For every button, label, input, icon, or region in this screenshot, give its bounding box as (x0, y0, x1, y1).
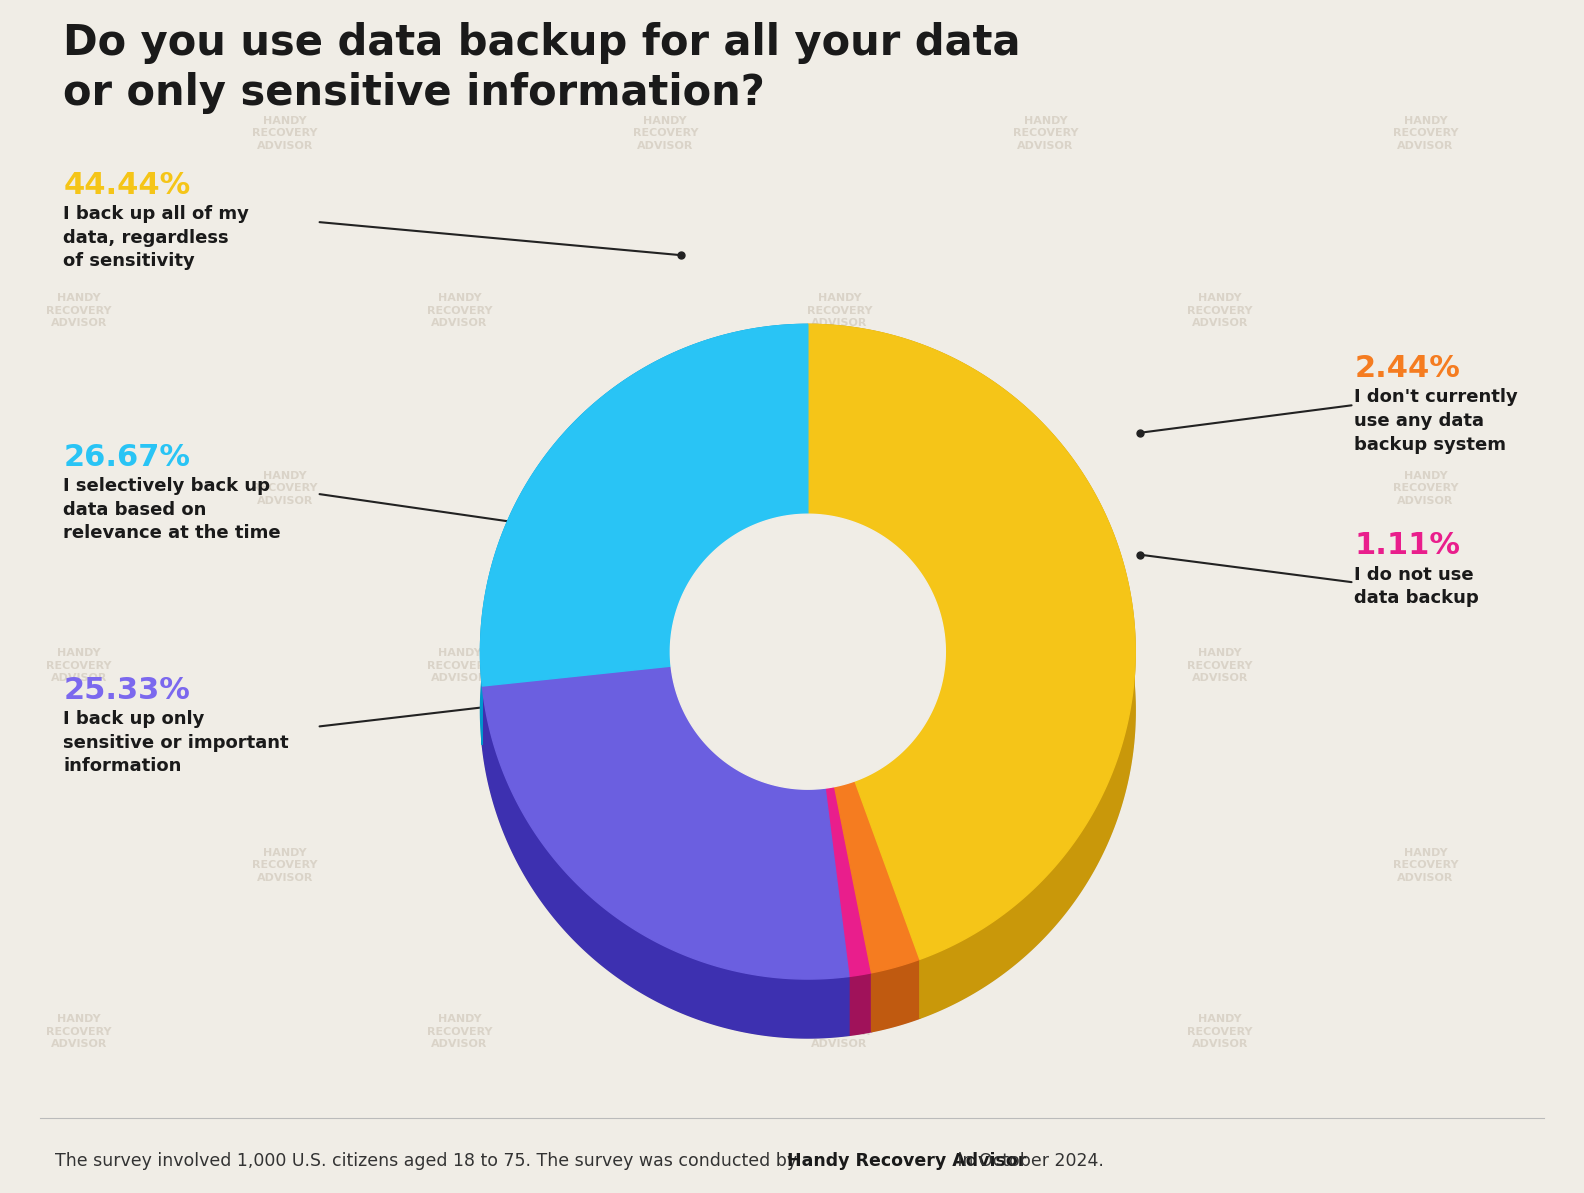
Polygon shape (835, 781, 920, 972)
Text: HANDY
RECOVERY
ADVISOR: HANDY RECOVERY ADVISOR (426, 1014, 493, 1049)
Text: HANDY
RECOVERY
ADVISOR: HANDY RECOVERY ADVISOR (252, 116, 318, 150)
Polygon shape (480, 324, 808, 686)
Text: 44.44%: 44.44% (63, 171, 190, 199)
Text: HANDY
RECOVERY
ADVISOR: HANDY RECOVERY ADVISOR (1012, 116, 1079, 150)
Text: in October 2024.: in October 2024. (952, 1152, 1104, 1170)
Polygon shape (670, 573, 946, 848)
Text: 2.44%: 2.44% (1354, 354, 1460, 383)
Text: HANDY
RECOVERY
ADVISOR: HANDY RECOVERY ADVISOR (632, 116, 699, 150)
Text: HANDY
RECOVERY
ADVISOR: HANDY RECOVERY ADVISOR (426, 293, 493, 328)
Text: 26.67%: 26.67% (63, 443, 190, 471)
Polygon shape (480, 383, 1136, 1038)
Polygon shape (825, 786, 871, 977)
Text: HANDY
RECOVERY
ADVISOR: HANDY RECOVERY ADVISOR (806, 1014, 873, 1049)
Text: I don't currently
use any data
backup system: I don't currently use any data backup sy… (1354, 389, 1517, 453)
Text: I do not use
data backup: I do not use data backup (1354, 565, 1479, 607)
Polygon shape (670, 573, 946, 848)
Polygon shape (808, 324, 1136, 1019)
Polygon shape (480, 324, 808, 744)
Text: HANDY
RECOVERY
ADVISOR: HANDY RECOVERY ADVISOR (1186, 648, 1253, 684)
Text: HANDY
RECOVERY
ADVISOR: HANDY RECOVERY ADVISOR (632, 848, 699, 883)
Text: HANDY
RECOVERY
ADVISOR: HANDY RECOVERY ADVISOR (1392, 471, 1459, 506)
Polygon shape (482, 666, 849, 979)
Text: HANDY
RECOVERY
ADVISOR: HANDY RECOVERY ADVISOR (806, 648, 873, 684)
Text: HANDY
RECOVERY
ADVISOR: HANDY RECOVERY ADVISOR (1392, 116, 1459, 150)
Text: HANDY
RECOVERY
ADVISOR: HANDY RECOVERY ADVISOR (806, 293, 873, 328)
Text: I selectively back up
data based on
relevance at the time: I selectively back up data based on rele… (63, 477, 280, 543)
Text: I back up only
sensitive or important
information: I back up only sensitive or important in… (63, 710, 288, 775)
Text: 25.33%: 25.33% (63, 675, 190, 705)
Polygon shape (871, 959, 920, 1032)
Text: HANDY
RECOVERY
ADVISOR: HANDY RECOVERY ADVISOR (46, 293, 112, 328)
Text: HANDY
RECOVERY
ADVISOR: HANDY RECOVERY ADVISOR (632, 471, 699, 506)
Text: HANDY
RECOVERY
ADVISOR: HANDY RECOVERY ADVISOR (1392, 848, 1459, 883)
Text: HANDY
RECOVERY
ADVISOR: HANDY RECOVERY ADVISOR (252, 848, 318, 883)
Text: HANDY
RECOVERY
ADVISOR: HANDY RECOVERY ADVISOR (1012, 471, 1079, 506)
Text: HANDY
RECOVERY
ADVISOR: HANDY RECOVERY ADVISOR (1186, 1014, 1253, 1049)
Polygon shape (849, 972, 871, 1036)
Text: HANDY
RECOVERY
ADVISOR: HANDY RECOVERY ADVISOR (46, 1014, 112, 1049)
Polygon shape (808, 324, 1136, 959)
Polygon shape (482, 686, 849, 1038)
Polygon shape (670, 514, 946, 790)
Text: Do you use data backup for all your data
or only sensitive information?: Do you use data backup for all your data… (63, 23, 1020, 115)
Text: HANDY
RECOVERY
ADVISOR: HANDY RECOVERY ADVISOR (1186, 293, 1253, 328)
Text: HANDY
RECOVERY
ADVISOR: HANDY RECOVERY ADVISOR (426, 648, 493, 684)
Text: Handy Recovery Advisor: Handy Recovery Advisor (781, 1152, 1026, 1170)
Text: I back up all of my
data, regardless
of sensitivity: I back up all of my data, regardless of … (63, 205, 249, 271)
Text: The survey involved 1,000 U.S. citizens aged 18 to 75. The survey was conducted : The survey involved 1,000 U.S. citizens … (55, 1152, 798, 1170)
Text: HANDY
RECOVERY
ADVISOR: HANDY RECOVERY ADVISOR (252, 471, 318, 506)
Text: HANDY
RECOVERY
ADVISOR: HANDY RECOVERY ADVISOR (46, 648, 112, 684)
Text: 1.11%: 1.11% (1354, 531, 1460, 561)
Text: HANDY
RECOVERY
ADVISOR: HANDY RECOVERY ADVISOR (1012, 848, 1079, 883)
